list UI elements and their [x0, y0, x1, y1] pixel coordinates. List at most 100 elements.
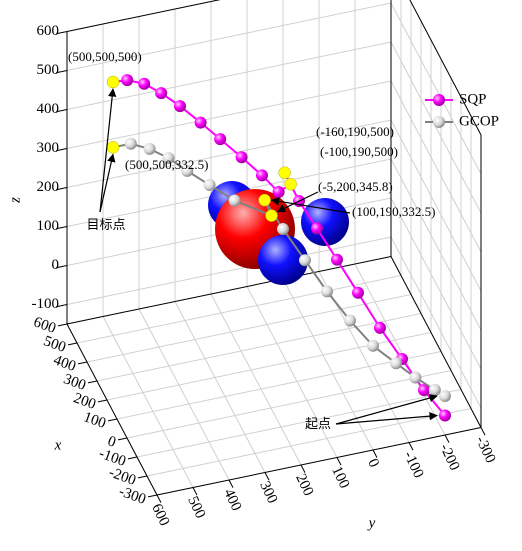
- tick-mark: [118, 438, 127, 440]
- axis-edge: [157, 428, 481, 496]
- point: [144, 143, 156, 155]
- x-tick-label: 400: [51, 352, 78, 375]
- x-tick-label: 300: [61, 371, 88, 394]
- annotation: (100,190,332.5): [352, 204, 435, 219]
- point: [125, 138, 137, 150]
- grid-line: [107, 333, 431, 401]
- grid-line: [137, 390, 461, 458]
- point: [311, 222, 323, 234]
- z-tick-label: 200: [37, 179, 60, 195]
- point: [390, 357, 402, 369]
- x-axis-label: x: [54, 437, 62, 453]
- obstacle: [301, 198, 349, 246]
- point: [344, 315, 356, 327]
- z-axis-label: z: [7, 197, 23, 204]
- point: [204, 179, 216, 191]
- grid-line: [391, 3, 481, 174]
- point: [374, 322, 386, 334]
- annotation: (-100,190,500): [320, 144, 398, 159]
- annotation: 起点: [305, 416, 331, 431]
- point: [409, 372, 421, 384]
- z-tick-label: 400: [37, 101, 60, 117]
- legend-marker: [433, 94, 445, 106]
- annotation: (500,500,500): [68, 49, 142, 64]
- y-tick-label: -100: [400, 449, 426, 481]
- x-tick-label: -300: [117, 484, 148, 508]
- tick-mark: [148, 495, 157, 497]
- point: [155, 87, 167, 99]
- grid-line: [139, 309, 229, 480]
- legend-label: SQP: [459, 91, 487, 107]
- point: [352, 287, 364, 299]
- point: [138, 78, 150, 90]
- annotation-arrow: [100, 154, 113, 212]
- y-tick-label: 200: [292, 471, 316, 498]
- legend-marker: [433, 116, 445, 128]
- z-tick-label: 600: [37, 23, 60, 39]
- highlight-point: [107, 76, 119, 88]
- grid-line: [175, 302, 265, 473]
- z-tick-label: -100: [32, 296, 60, 312]
- point: [439, 410, 451, 422]
- grid-line: [211, 294, 301, 465]
- point: [236, 151, 248, 163]
- y-axis-label: y: [367, 515, 376, 531]
- y-tick-label: -300: [472, 434, 498, 466]
- point: [121, 74, 133, 86]
- y-tick-label: 300: [256, 479, 280, 506]
- highlight-point: [279, 167, 291, 179]
- point: [256, 169, 268, 181]
- tick-mark: [98, 400, 107, 402]
- point: [331, 254, 343, 266]
- legend-label: GCOP: [459, 113, 499, 129]
- y-tick-label: 0: [364, 456, 382, 470]
- tick-mark: [128, 457, 137, 459]
- tick-mark: [68, 343, 77, 345]
- annotation: 目标点: [86, 217, 125, 232]
- tick-mark: [88, 381, 97, 383]
- point: [299, 254, 311, 266]
- x-tick-label: 200: [71, 390, 98, 413]
- grid-line: [67, 0, 391, 32]
- axis-edge: [391, 257, 481, 428]
- tick-mark: [138, 476, 147, 478]
- point: [273, 186, 285, 198]
- axis-edge: [67, 0, 391, 32]
- annotation: (500,500,332.5): [125, 157, 208, 172]
- grid-line: [391, 237, 481, 408]
- x-tick-label: 100: [81, 409, 108, 432]
- grid-line: [127, 371, 451, 439]
- point: [429, 384, 441, 396]
- y-tick-label: -200: [436, 441, 462, 473]
- grid-line: [391, 198, 481, 369]
- point: [214, 133, 226, 145]
- y-tick-label: 100: [328, 464, 352, 491]
- y-tick-label: 600: [148, 501, 172, 528]
- highlight-point: [259, 194, 271, 206]
- y-tick-label: 500: [184, 494, 208, 521]
- highlight-point: [107, 141, 119, 153]
- tick-mark: [108, 419, 117, 421]
- grid-line: [391, 159, 481, 330]
- point: [229, 194, 241, 206]
- z-tick-label: 500: [37, 62, 60, 78]
- point: [277, 223, 289, 235]
- z-tick-label: 0: [52, 257, 60, 273]
- highlight-point: [285, 178, 297, 190]
- point: [439, 390, 451, 402]
- point: [321, 285, 333, 297]
- tick-mark: [58, 324, 67, 326]
- highlight-point: [266, 210, 278, 222]
- point: [367, 340, 379, 352]
- annotation: (-160,190,500): [316, 124, 394, 139]
- chart: -100010020030040050060060050040030020010…: [0, 0, 522, 551]
- x-tick-label: 500: [41, 333, 68, 356]
- grid-line: [247, 287, 337, 458]
- y-tick-label: 400: [220, 486, 244, 513]
- z-tick-label: 300: [37, 140, 60, 156]
- x-tick-label: 600: [31, 314, 58, 337]
- point: [174, 100, 186, 112]
- grid-line: [87, 295, 411, 363]
- z-tick-label: 100: [37, 218, 60, 234]
- labels: -100010020030040050060060050040030020010…: [7, 23, 499, 532]
